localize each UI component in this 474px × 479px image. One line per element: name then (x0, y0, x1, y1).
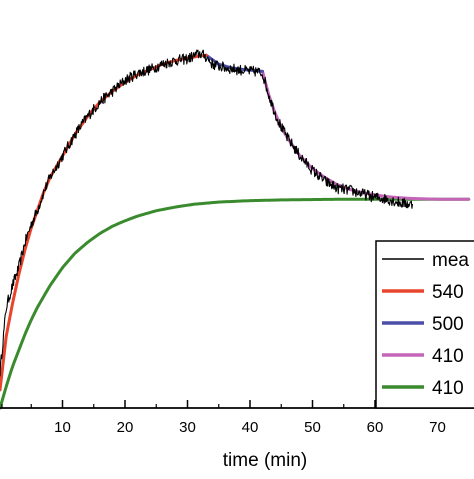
legend-label-2: 500 (432, 314, 464, 335)
series-line-410-4 (0, 197, 471, 410)
x-tick-label-70: 70 (429, 419, 446, 436)
legend-label-0: mea (432, 250, 469, 271)
x-tick-label-20: 20 (117, 419, 134, 436)
series-line-measured (0, 49, 414, 377)
x-tick-label-30: 30 (179, 419, 196, 436)
x-tick-label-10: 10 (54, 419, 71, 436)
legend-label-3: 410 (432, 346, 464, 367)
x-axis-label: time (min) (223, 450, 307, 471)
legend-label-4: 410 (432, 378, 464, 399)
x-tick-label-40: 40 (242, 419, 259, 436)
legend: mea 540 500 410 410 (375, 240, 474, 409)
legend-label-1: 540 (432, 282, 464, 303)
series-lines (0, 49, 471, 410)
series-line-410-3 (261, 69, 471, 201)
x-tick-label-50: 50 (304, 419, 321, 436)
x-tick-label-60: 60 (367, 419, 384, 436)
